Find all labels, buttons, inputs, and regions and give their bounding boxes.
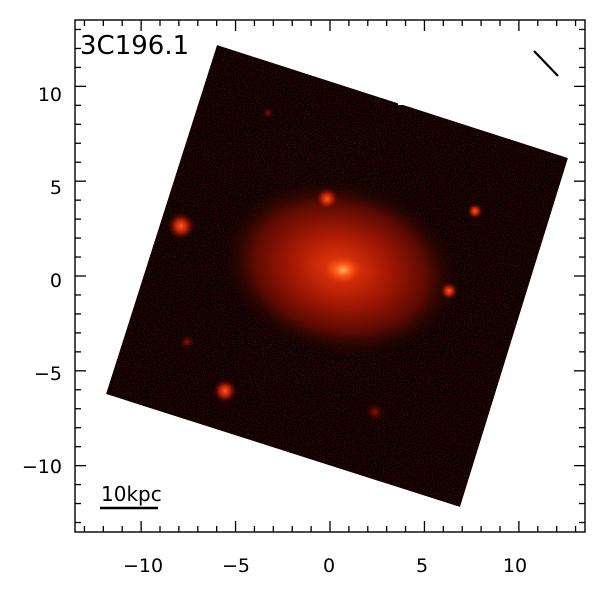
x-tick-label: 10: [503, 555, 527, 577]
y-tick-label: −10: [22, 456, 62, 478]
companion-source: [440, 282, 458, 300]
faint-source: [365, 402, 385, 422]
image-artifact: [398, 100, 406, 105]
companion-source: [315, 187, 339, 211]
orientation-indicator: [533, 50, 559, 77]
faint-source: [262, 107, 274, 119]
y-tick-label: 0: [50, 270, 62, 292]
companion-source: [167, 212, 195, 240]
faint-source: [179, 334, 195, 350]
x-tick-label: −5: [222, 555, 250, 577]
y-tick-label: 10: [38, 84, 62, 106]
x-tick-label: −10: [123, 555, 163, 577]
object-label: 3C196.1: [80, 31, 189, 61]
x-tick-label: 0: [323, 555, 335, 577]
companion-source: [213, 379, 237, 403]
scale-bar-label: 10kpc: [101, 482, 162, 506]
y-tick-label: 5: [50, 177, 62, 199]
x-tick-label: 5: [416, 555, 428, 577]
galaxy-nucleus: [321, 254, 365, 286]
y-tick-label: −5: [34, 363, 62, 385]
companion-source: [467, 203, 483, 219]
image-field: [106, 45, 568, 507]
axis-ticks: [75, 20, 585, 532]
